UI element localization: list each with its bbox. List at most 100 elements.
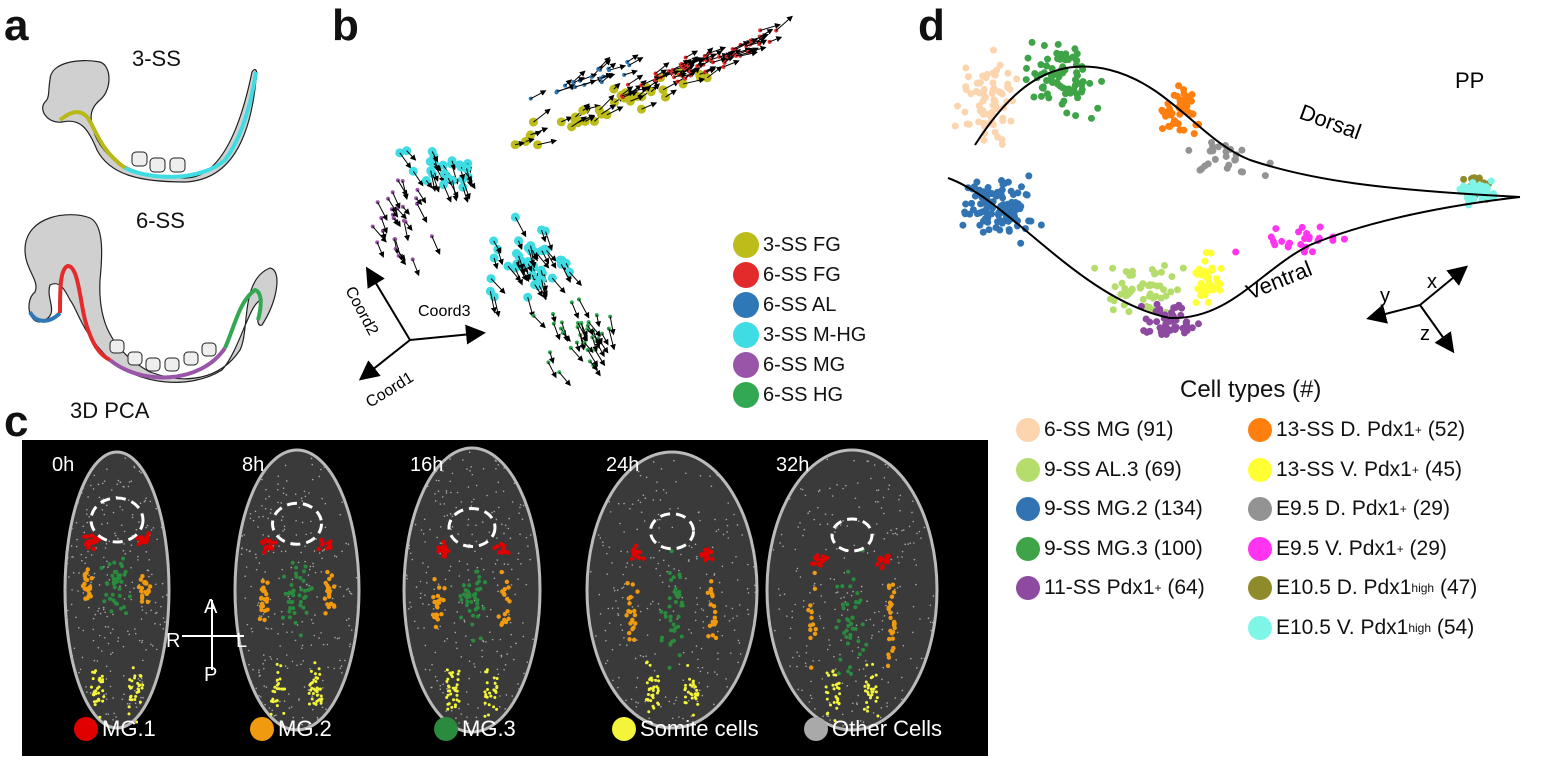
cell-point <box>1487 177 1495 185</box>
timepoint-24h: 24h <box>606 454 640 476</box>
other-cell <box>657 562 660 565</box>
mg2-cell <box>713 635 719 641</box>
velocity-arrow <box>530 90 547 100</box>
cell-point <box>999 180 1007 188</box>
other-cell <box>312 622 314 625</box>
somite-cell <box>495 707 499 711</box>
somite-cell <box>446 707 450 711</box>
mg2-cell <box>630 582 635 587</box>
other-cell <box>840 639 842 642</box>
other-cell <box>809 592 811 594</box>
other-cell <box>406 577 408 580</box>
cell-point <box>1232 248 1240 256</box>
velocity-arrow <box>395 248 406 261</box>
other-cell <box>512 699 515 701</box>
other-cell <box>662 559 665 562</box>
ventral-label: Ventral <box>1243 256 1316 305</box>
other-cell <box>700 608 703 610</box>
other-cell <box>883 615 886 617</box>
other-cell <box>700 647 703 650</box>
mg1-cell <box>636 555 642 560</box>
other-cell <box>522 622 524 624</box>
other-cell <box>137 555 139 558</box>
somite-cell <box>486 688 490 692</box>
other-cell <box>284 464 287 467</box>
other-cell <box>101 509 104 511</box>
other-cell <box>129 550 131 552</box>
other-cell <box>424 594 426 596</box>
other-cell <box>256 604 259 606</box>
mg2-cell <box>712 609 718 615</box>
mg3-cell <box>301 605 306 610</box>
other-cell <box>122 485 125 488</box>
other-cell <box>839 653 841 656</box>
velocity-arrow <box>518 255 525 270</box>
somite-cell <box>835 706 839 710</box>
other-cell <box>802 600 805 602</box>
velocity-arrow <box>387 198 397 213</box>
somite-cell <box>864 680 868 684</box>
other-cell <box>450 585 452 587</box>
embryo-16h <box>402 446 542 734</box>
velocity-arrow <box>575 342 581 353</box>
other-cell <box>103 480 106 482</box>
other-cell <box>309 565 312 568</box>
somite-cell <box>98 715 102 719</box>
other-cell <box>715 530 718 532</box>
other-cell <box>493 510 496 513</box>
mg3-cell <box>853 599 858 604</box>
other-cell <box>681 596 684 599</box>
somite-cell <box>656 689 660 693</box>
somite-cell <box>133 697 137 701</box>
other-cell <box>635 701 637 703</box>
cell-point <box>546 360 551 365</box>
mg2-cell <box>890 648 895 653</box>
other-cell <box>525 583 528 586</box>
other-cell <box>495 491 497 493</box>
mg2-cell <box>886 585 892 590</box>
other-cell <box>428 603 430 606</box>
mg3-cell <box>476 579 481 584</box>
other-cell <box>296 624 299 626</box>
somite-cell <box>651 696 655 700</box>
somite-cell <box>275 698 279 702</box>
mg2-cell <box>257 616 263 622</box>
mg3-cell <box>667 665 672 670</box>
other-cell <box>102 482 104 485</box>
other-cell <box>282 623 284 625</box>
other-cell <box>321 497 323 500</box>
mg3-cell <box>678 575 683 580</box>
legend-label: 6-SS MG <box>763 353 846 376</box>
other-cell <box>753 622 756 625</box>
other-cell <box>833 655 835 658</box>
velocity-arrow <box>493 240 502 254</box>
other-cell <box>250 585 252 588</box>
mg3-cell <box>475 587 480 592</box>
other-cell <box>608 546 611 548</box>
mg3-cell <box>673 599 678 604</box>
cell-point <box>556 117 566 127</box>
other-cell <box>481 655 484 658</box>
cell-point <box>1013 75 1021 83</box>
other-cell <box>741 534 743 536</box>
mg1-cell <box>641 556 646 561</box>
other-cell <box>68 576 70 578</box>
other-cell <box>71 654 74 657</box>
other-cell <box>128 703 131 705</box>
other-cell <box>70 603 73 606</box>
other-cell <box>476 720 479 723</box>
mg2-cell <box>808 627 813 633</box>
velocity-arrow <box>582 105 591 112</box>
somite-cell <box>138 700 142 704</box>
other-cell <box>415 586 418 588</box>
legend-item: 13-SS D. Pdx1 + (52) <box>1248 412 1465 448</box>
other-cell <box>617 613 619 615</box>
other-cell <box>819 523 821 526</box>
other-cell <box>804 662 807 665</box>
legend-item: MG.3 <box>434 716 516 742</box>
somite-cell <box>651 686 655 690</box>
mg3-cell <box>846 669 851 674</box>
other-cell <box>303 686 306 688</box>
somite-cell <box>693 685 697 689</box>
other-cell <box>599 537 602 539</box>
